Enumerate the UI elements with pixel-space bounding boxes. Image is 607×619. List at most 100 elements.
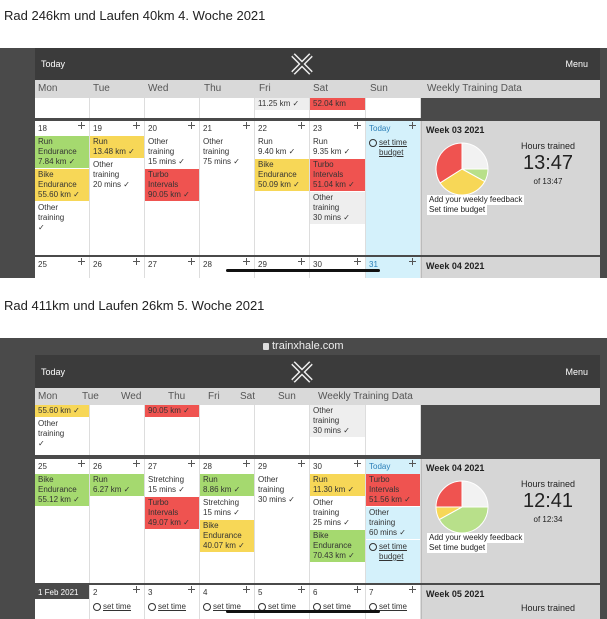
date-label: 26	[90, 257, 144, 271]
add-button[interactable]	[188, 122, 195, 129]
add-button[interactable]	[409, 122, 416, 129]
workout[interactable]: Bike Endurance 55.60 km ✓	[35, 169, 89, 202]
lock-icon	[263, 343, 269, 350]
add-button[interactable]	[133, 586, 140, 593]
add-button[interactable]	[78, 258, 85, 265]
weekly-link[interactable]: Set time budget	[427, 543, 488, 553]
workout[interactable]: 90.05 km ✓	[145, 405, 199, 418]
workout[interactable]: Other training 75 mins ✓	[200, 136, 254, 169]
logo[interactable]	[290, 360, 314, 384]
workout[interactable]: Run 11.30 km ✓	[310, 474, 365, 497]
add-button[interactable]	[243, 460, 250, 467]
workout[interactable]: Run Endurance 7.84 km ✓	[35, 136, 89, 169]
menu-button[interactable]: Menu	[565, 59, 588, 69]
add-button[interactable]	[78, 460, 85, 467]
workout[interactable]: 55.60 km ✓	[35, 405, 89, 418]
add-button[interactable]	[298, 258, 305, 265]
set-time-link[interactable]: set time	[268, 602, 297, 611]
set-time-link[interactable]: set time budget	[379, 138, 408, 157]
workout[interactable]: 52.04 km	[310, 98, 365, 111]
add-button[interactable]	[133, 258, 140, 265]
workout-text: 55.60 km ✓	[38, 406, 80, 415]
weekly-link[interactable]: Add your weekly feedback	[427, 195, 525, 205]
workout-text: Run	[93, 137, 108, 146]
workout[interactable]: 11.25 km ✓	[255, 98, 309, 111]
set-time-link[interactable]: set time	[103, 602, 132, 611]
menu-button[interactable]: Menu	[565, 366, 588, 377]
workout[interactable]: Other training 20 mins ✓	[90, 159, 144, 192]
today-button[interactable]: Today	[41, 366, 66, 377]
add-button[interactable]	[188, 586, 195, 593]
set-time-link[interactable]: set time	[158, 602, 187, 611]
workout[interactable]: Run 9.35 km ✓	[310, 136, 365, 159]
weekly-link[interactable]: Add your weekly feedback	[427, 533, 525, 543]
workout-text: Other	[148, 137, 169, 146]
workout[interactable]: Other training 30 mins ✓	[255, 474, 309, 507]
add-button[interactable]	[298, 460, 305, 467]
workout-text: Other	[313, 406, 334, 415]
workout[interactable]: Other training 30 mins ✓	[310, 405, 365, 438]
workout[interactable]: Run 6.27 km ✓	[90, 474, 144, 497]
workout[interactable]: Stretching 15 mins ✓	[200, 497, 254, 520]
workout[interactable]: Other training ✓	[35, 418, 89, 451]
workout[interactable]: Run 13.48 km ✓	[90, 136, 144, 159]
weekly-link[interactable]: Set time budget	[427, 205, 488, 215]
set-time-link[interactable]: set time	[323, 602, 352, 611]
add-button[interactable]	[409, 460, 416, 467]
day-cell: 3 set time	[145, 585, 200, 619]
add-button[interactable]	[243, 258, 250, 265]
add-button[interactable]	[409, 258, 416, 265]
add-button[interactable]	[243, 122, 250, 129]
workout-text: Endurance	[313, 541, 352, 550]
pie-chart	[435, 480, 489, 534]
today-button[interactable]: Today	[41, 59, 66, 69]
workout-text: Turbo	[148, 170, 169, 179]
workout[interactable]: Other training 30 mins ✓	[310, 192, 365, 225]
add-button[interactable]	[133, 122, 140, 129]
workout[interactable]: Other training ✓	[35, 202, 89, 235]
add-button[interactable]	[354, 586, 361, 593]
clock-icon	[203, 603, 211, 611]
workout[interactable]: Other training 25 mins ✓	[310, 497, 365, 530]
workout[interactable]: Bike Endurance 70.43 km ✓	[310, 530, 365, 563]
workout[interactable]: Bike Endurance 50.09 km ✓	[255, 159, 309, 192]
workout[interactable]: Stretching 15 mins ✓	[145, 474, 199, 497]
entry-stack: Run 8.86 km ✓ Stretching 15 mins ✓ Bike Endur…	[200, 474, 254, 553]
hours-label: Hours trained	[520, 603, 576, 613]
weekly-header: Weekly Training Data	[318, 390, 413, 402]
add-button[interactable]	[133, 460, 140, 467]
add-button[interactable]	[188, 258, 195, 265]
workout-text: 6.27 km ✓	[93, 485, 131, 494]
add-button[interactable]	[298, 586, 305, 593]
add-button[interactable]	[354, 460, 361, 467]
workout[interactable]: Turbo Intervals 51.56 km ✓	[366, 474, 420, 507]
add-button[interactable]	[354, 122, 361, 129]
pie-slice	[439, 168, 486, 196]
workout[interactable]: Turbo Intervals 49.07 km ✓	[145, 497, 199, 530]
set-time-link[interactable]: set time budget	[379, 542, 408, 561]
logo[interactable]	[290, 52, 314, 76]
add-button[interactable]	[243, 586, 250, 593]
workout[interactable]: Turbo Intervals 90.05 km ✓	[145, 169, 199, 202]
workout[interactable]: Other training 15 mins ✓	[145, 136, 199, 169]
add-button[interactable]	[188, 460, 195, 467]
workout[interactable]: Bike Endurance 55.12 km ✓	[35, 474, 89, 507]
date: 6	[313, 588, 318, 597]
date: 26	[93, 260, 102, 269]
workout[interactable]: Bike Endurance 40.07 km ✓	[200, 520, 254, 553]
workout-text: Other	[38, 419, 59, 428]
workout[interactable]: Run 8.86 km ✓	[200, 474, 254, 497]
workout-text: 11.30 km ✓	[313, 485, 355, 494]
workout-text: 90.05 km ✓	[148, 190, 190, 199]
add-button[interactable]	[298, 122, 305, 129]
set-time-link[interactable]: set time	[379, 602, 408, 611]
workout[interactable]: Turbo Intervals 51.04 km ✓	[310, 159, 365, 192]
day-header-row: Mon Tue Wed Thu Fri Sat Sun Weekly Training Dat…	[35, 388, 600, 405]
set-time-link[interactable]: set time	[213, 602, 242, 611]
workout[interactable]: Run 9.40 km ✓	[255, 136, 309, 159]
entry-stack: Other training 30 mins ✓	[255, 474, 309, 507]
workout[interactable]: Other training 60 mins ✓	[366, 507, 420, 540]
add-button[interactable]	[409, 586, 416, 593]
add-button[interactable]	[354, 258, 361, 265]
add-button[interactable]	[78, 122, 85, 129]
